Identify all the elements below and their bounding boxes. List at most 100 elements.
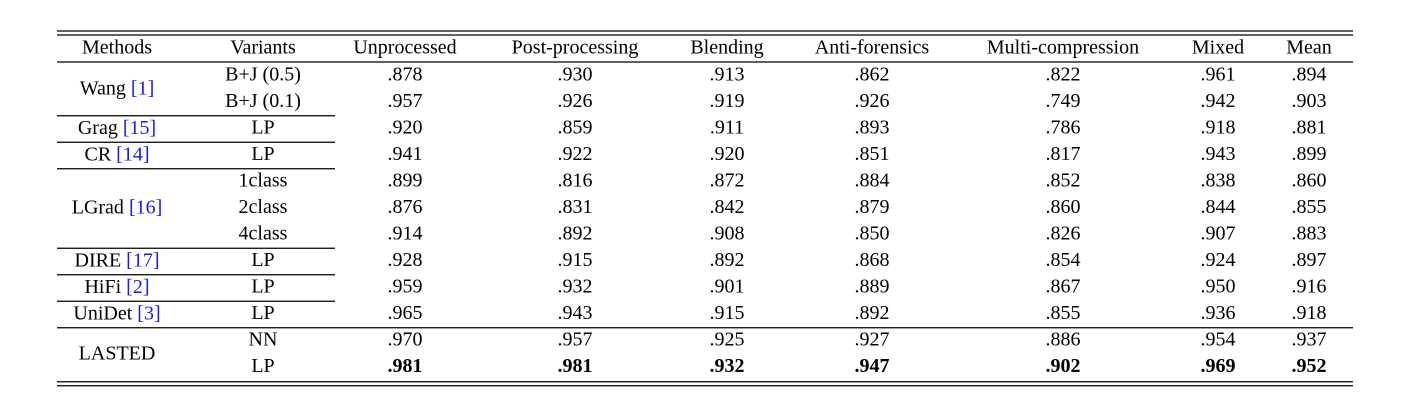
variant-cell: 2class [239,196,288,218]
value-cell: .860 [1046,196,1081,218]
value-cell: .883 [1292,223,1327,245]
value-cell: .942 [1201,90,1236,112]
variant-cell: LP [251,276,274,298]
header-cell: Methods [82,37,152,59]
variant-cell: 4class [239,223,288,245]
value-cell: .916 [1292,276,1327,298]
value-cell: .928 [388,249,423,271]
value-cell: .950 [1201,276,1236,298]
value-cell: .914 [388,223,423,245]
value-cell: .901 [710,276,745,298]
header-cell: Blending [690,37,763,59]
header-cell: Post-processing [512,37,639,59]
variant-cell: 1class [239,170,288,192]
citation: [14] [116,143,149,165]
value-cell: .867 [1046,276,1081,298]
value-cell: .892 [855,302,890,324]
value-cell: .957 [388,90,423,112]
method-cell: LGrad [16] [72,196,163,218]
value-cell: .859 [558,117,593,139]
header-cell: Multi-compression [987,37,1139,59]
value-cell: .879 [855,196,890,218]
header-cell: Mean [1286,37,1332,59]
value-cell: .850 [855,223,890,245]
value-cell: .899 [1292,143,1327,165]
header-cell: Mixed [1192,37,1244,59]
value-cell: .868 [855,249,890,271]
value-cell: .838 [1201,170,1236,192]
method-name: DIRE [75,249,122,271]
value-cell: .943 [1201,143,1236,165]
value-cell: .915 [710,302,745,324]
value-cell: .831 [558,196,593,218]
value-cell: .969 [1201,355,1236,377]
value-cell: .844 [1201,196,1236,218]
citation: [16] [129,196,162,218]
value-cell: .860 [1292,170,1327,192]
header-cell: Variants [230,37,296,59]
value-cell: .899 [388,170,423,192]
method-name: UniDet [73,302,132,324]
value-cell: .862 [855,64,890,86]
header-cell: Unprocessed [353,37,456,59]
value-cell: .981 [388,355,423,377]
value-cell: .881 [1292,117,1327,139]
value-cell: .889 [855,276,890,298]
value-cell: .893 [855,117,890,139]
value-cell: .959 [388,276,423,298]
method-name: LGrad [72,196,124,218]
value-cell: .878 [388,64,423,86]
variant-cell: LP [251,249,274,271]
method-cell: LASTED [79,342,156,364]
value-cell: .902 [1046,355,1081,377]
method-name: Grag [78,117,118,139]
variant-cell: LP [251,117,274,139]
value-cell: .897 [1292,249,1327,271]
value-cell: .930 [558,64,593,86]
value-cell: .952 [1292,355,1327,377]
method-cell: DIRE [17] [75,249,160,271]
method-cell: HiFi [2] [84,276,149,298]
value-cell: .854 [1046,249,1081,271]
header-cell: Anti-forensics [815,37,930,59]
value-cell: .947 [855,355,890,377]
variant-cell: LP [251,355,274,377]
method-cell: CR [14] [84,143,149,165]
value-cell: .886 [1046,329,1081,351]
value-cell: .842 [710,196,745,218]
value-cell: .855 [1292,196,1327,218]
value-cell: .852 [1046,170,1081,192]
value-cell: .932 [710,355,745,377]
value-cell: .926 [855,90,890,112]
value-cell: .925 [710,329,745,351]
value-cell: .913 [710,64,745,86]
variant-cell: LP [251,302,274,324]
variant-cell: NN [249,329,278,351]
citation: [17] [126,249,159,271]
variant-cell: LP [251,143,274,165]
method-cell: Wang [1] [80,77,154,99]
variant-cell: B+J (0.1) [225,90,301,112]
value-cell: .817 [1046,143,1081,165]
value-cell: .892 [558,223,593,245]
value-cell: .981 [558,355,593,377]
method-name: HiFi [84,276,121,298]
value-cell: .872 [710,170,745,192]
value-cell: .920 [388,117,423,139]
citation: [3] [137,302,160,324]
variant-cell: B+J (0.5) [225,64,301,86]
value-cell: .892 [710,249,745,271]
value-cell: .903 [1292,90,1327,112]
value-cell: .915 [558,249,593,271]
value-cell: .918 [1292,302,1327,324]
value-cell: .919 [710,90,745,112]
method-name: Wang [80,77,126,99]
method-cell: UniDet [3] [73,302,160,324]
value-cell: .894 [1292,64,1327,86]
value-cell: .922 [558,143,593,165]
value-cell: .826 [1046,223,1081,245]
citation: [15] [123,117,156,139]
value-cell: .941 [388,143,423,165]
